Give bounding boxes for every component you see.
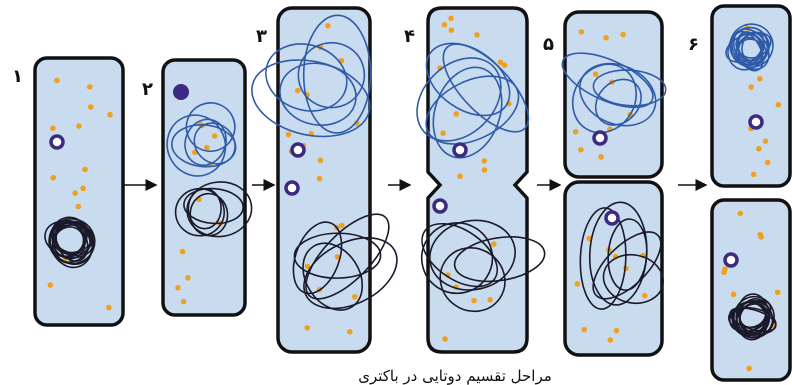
- cell-stage-2: [163, 60, 245, 315]
- plasmid: [286, 182, 298, 194]
- ribosome: [88, 104, 94, 110]
- ribosome: [325, 23, 331, 29]
- plasmid: [173, 84, 189, 100]
- stage-number: ۴: [404, 26, 415, 47]
- stage-number: ۶: [688, 34, 699, 55]
- ribosome: [757, 76, 763, 82]
- chromosomes: [41, 15, 779, 343]
- plasmid: [725, 254, 737, 266]
- ribosome: [481, 158, 487, 164]
- ribosome: [317, 176, 323, 182]
- plasmid: [51, 136, 63, 148]
- ribosome: [598, 154, 604, 160]
- ribosome: [72, 190, 78, 196]
- ribosome: [573, 129, 579, 135]
- plasmid: [292, 144, 304, 156]
- caption: مراحل تقسیم دوتایی در باکتری: [358, 367, 552, 385]
- ribosome: [82, 167, 88, 173]
- ribosome: [746, 366, 752, 372]
- ribosome: [180, 249, 186, 255]
- stage-number: ۲: [142, 79, 153, 100]
- plasmid: [434, 200, 446, 212]
- ribosome: [474, 32, 480, 38]
- ribosome: [471, 298, 477, 304]
- ribosome: [442, 336, 448, 342]
- ribosome: [185, 275, 191, 281]
- ribosome: [457, 173, 463, 179]
- ribosome: [487, 297, 493, 303]
- ribosome: [748, 84, 754, 90]
- ribosomes: [48, 15, 782, 371]
- ribosome: [491, 241, 497, 247]
- ribosome: [578, 147, 584, 153]
- ribosome: [449, 27, 455, 33]
- ribosome: [352, 294, 358, 300]
- ribosome: [453, 111, 459, 117]
- ribosome: [763, 138, 769, 144]
- ribosome: [776, 102, 782, 108]
- ribosome: [76, 204, 82, 210]
- plasmid: [454, 144, 466, 156]
- ribosome: [80, 186, 86, 192]
- ribosome: [614, 328, 620, 334]
- ribosome: [758, 234, 764, 240]
- ribosome: [721, 269, 727, 275]
- ribosome: [579, 29, 585, 35]
- stage-number: ۱: [12, 66, 23, 87]
- plasmid: [606, 212, 618, 224]
- ribosome: [574, 281, 580, 287]
- ribosome: [603, 35, 609, 41]
- plasmid: [594, 132, 606, 144]
- ribosome: [440, 130, 446, 136]
- ribosome: [737, 211, 743, 217]
- ribosome: [54, 78, 60, 84]
- ribosome: [607, 337, 613, 343]
- ribosome: [318, 158, 324, 164]
- diagram: ۱ ۲ ۳ ۴ ۵ ۶ مراحل تقسیم دوتایی در باکتری: [0, 0, 792, 385]
- ribosome: [593, 71, 599, 77]
- ribosome: [87, 84, 93, 90]
- ribosome: [642, 293, 648, 299]
- ribosome: [620, 32, 626, 38]
- plasmid: [750, 116, 762, 128]
- cell-stage-5-top: [565, 12, 662, 177]
- ribosome: [775, 290, 781, 296]
- ribosome: [50, 125, 56, 131]
- ribosome: [106, 305, 112, 311]
- ribosome: [304, 325, 310, 331]
- ribosome: [498, 59, 504, 65]
- stage-number: ۵: [543, 34, 554, 55]
- ribosome: [442, 22, 448, 28]
- ribosome: [448, 15, 454, 21]
- ribosome: [751, 172, 757, 178]
- ribosome: [581, 327, 587, 333]
- ribosome: [50, 175, 56, 181]
- ribosome: [731, 292, 737, 298]
- ribosome: [295, 88, 301, 94]
- cell-stage-5-bottom: [565, 182, 662, 355]
- ribosome: [347, 329, 353, 335]
- ribosome: [175, 285, 181, 291]
- ribosome: [339, 223, 345, 229]
- ribosome: [181, 299, 187, 305]
- ribosome: [212, 133, 218, 139]
- ribosome: [48, 282, 54, 288]
- ribosome: [286, 132, 292, 138]
- ribosome: [204, 145, 210, 151]
- ribosome: [107, 112, 113, 118]
- ribosome: [482, 167, 488, 173]
- ribosome: [76, 123, 82, 129]
- cells: [35, 6, 790, 380]
- stage-number: ۳: [256, 26, 267, 47]
- ribosome: [765, 160, 771, 166]
- ribosome: [756, 146, 762, 152]
